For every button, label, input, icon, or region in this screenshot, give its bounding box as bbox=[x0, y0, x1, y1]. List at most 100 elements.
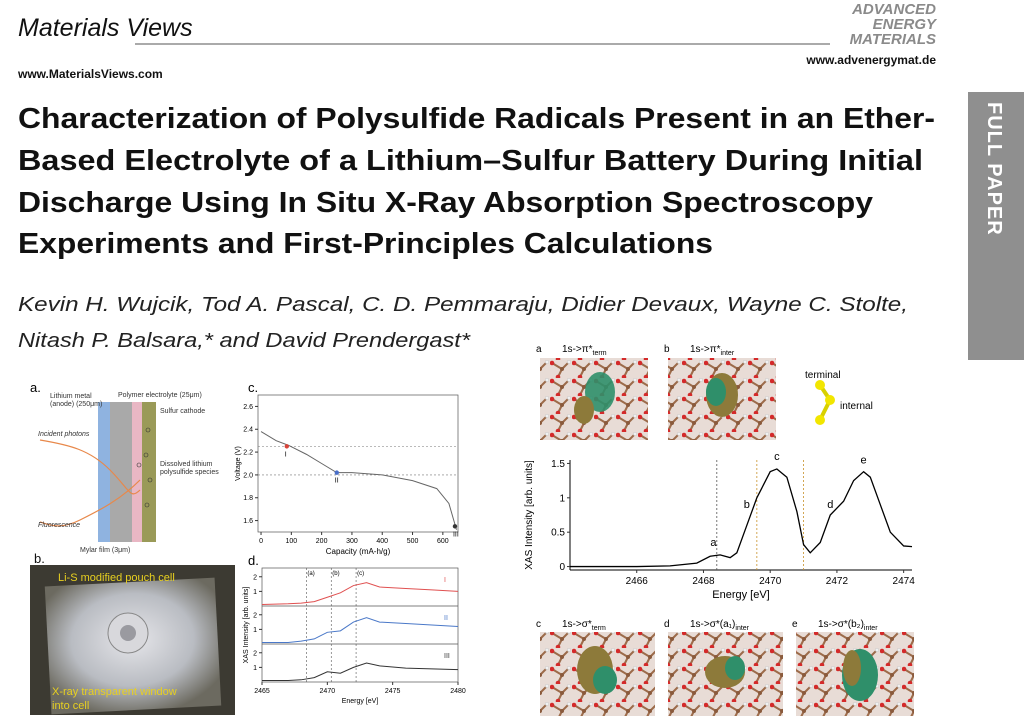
side-tab-label: FULL PAPER bbox=[983, 102, 1005, 236]
y-axis-label: Voltage (V) bbox=[235, 446, 242, 481]
plot-frame bbox=[257, 394, 459, 533]
data-point bbox=[452, 524, 458, 529]
reference-label: (c) bbox=[357, 571, 364, 577]
panel-label: a bbox=[536, 344, 542, 355]
panel-title-sub: term bbox=[592, 625, 606, 632]
reference-label: (b) bbox=[332, 571, 339, 577]
title-line: Based Electrolyte of a Lithium–Sulfur Ba… bbox=[18, 145, 923, 177]
x-tick-label: 2470 bbox=[759, 576, 782, 587]
diagram-label: Dissolved lithium bbox=[160, 461, 213, 468]
y-tick-label: 1.8 bbox=[243, 495, 253, 502]
panel-label: d bbox=[664, 619, 670, 630]
side-tab bbox=[968, 92, 1024, 360]
x-tick-label: 2466 bbox=[626, 576, 649, 587]
diagram-label: Mylar film (3μm) bbox=[80, 547, 130, 554]
x-tick-label: 2470 bbox=[320, 688, 336, 695]
data-point bbox=[284, 444, 289, 449]
site-left: www.MaterialsViews.com bbox=[17, 67, 163, 81]
panel-title: 1s->σ*(b₂)inter bbox=[818, 619, 878, 632]
y-tick-label: 1.6 bbox=[243, 518, 253, 525]
title-line: Characterization of Polysulfide Radicals… bbox=[18, 103, 935, 135]
panel-title-sub: inter bbox=[721, 350, 735, 357]
y-tick-label: 1 bbox=[253, 627, 257, 634]
panel-a-diagram: a. Lithium metal (anode) (250μm) Polymer… bbox=[30, 380, 219, 554]
data-line bbox=[261, 582, 459, 606]
photo-label: Li-S modified pouch cell bbox=[58, 572, 175, 584]
photo-label: X-ray transparent window bbox=[52, 686, 177, 698]
legend-entry: terminal bbox=[805, 370, 841, 381]
series-label: III bbox=[444, 653, 450, 660]
point-label: III bbox=[453, 531, 459, 538]
diagram-label: Sulfur cathode bbox=[160, 408, 205, 415]
panel-title-main: 1s->σ*(b₂) bbox=[818, 619, 864, 630]
diagram-label: Fluorescence bbox=[38, 522, 80, 529]
y-tick-label: 0 bbox=[559, 562, 565, 573]
photo-label: into cell bbox=[52, 700, 89, 712]
x-tick-label: 2465 bbox=[254, 688, 270, 695]
panel-title-sub: inter bbox=[864, 625, 878, 632]
logo: Materials Views bbox=[18, 14, 193, 42]
site-right: www.advenergymat.de bbox=[805, 53, 936, 67]
series-label: I bbox=[444, 577, 446, 584]
y-axis-label: XAS Intensity [arb. units] bbox=[243, 587, 250, 664]
x-tick-label: 200 bbox=[316, 538, 328, 545]
panel-title-sub: inter bbox=[735, 625, 749, 632]
y-tick-label: 2.6 bbox=[243, 404, 253, 411]
data-line bbox=[570, 468, 913, 568]
data-line bbox=[262, 617, 459, 644]
reference-label: (a) bbox=[307, 571, 314, 577]
panel-label: a. bbox=[30, 380, 41, 395]
x-tick-label: 0 bbox=[259, 538, 263, 545]
series-label: II bbox=[444, 615, 448, 622]
panel-label: b bbox=[664, 344, 670, 355]
x-tick-label: 400 bbox=[376, 538, 388, 545]
diagram-label: (anode) (250μm) bbox=[50, 401, 102, 408]
panel-label: e bbox=[792, 619, 798, 630]
panel-label: b. bbox=[34, 551, 45, 566]
journal-logo: ADVANCED ENERGY MATERIALS bbox=[850, 1, 938, 48]
authors: Kevin H. Wujcik, Tod A. Pascal, C. D. Pe… bbox=[18, 294, 908, 352]
panel-title: 1s->σ*term bbox=[562, 619, 606, 632]
diagram-label: Incident photons bbox=[38, 431, 90, 438]
y-tick-label: 1.5 bbox=[551, 459, 565, 470]
x-tick-label: 600 bbox=[437, 538, 449, 545]
panel-label: c. bbox=[248, 380, 258, 395]
x-axis-label: Energy [eV] bbox=[342, 698, 379, 705]
y-tick-label: 2.4 bbox=[243, 427, 253, 434]
y-tick-label: 2 bbox=[253, 650, 257, 657]
title: Characterization of Polysulfide Radicals… bbox=[18, 103, 935, 260]
x-tick-label: 2480 bbox=[450, 688, 466, 695]
peak-label: b bbox=[744, 499, 750, 511]
y-tick-label: 1 bbox=[253, 665, 257, 672]
y-tick-label: 2.2 bbox=[243, 450, 253, 457]
data-line bbox=[262, 662, 459, 682]
x-tick-label: 2472 bbox=[826, 576, 849, 587]
diagram-label: Lithium metal bbox=[50, 393, 92, 400]
panel-b-photo: b. Li-S modified pouch cell X-ray transp… bbox=[30, 551, 235, 715]
journal-line: ENERGY bbox=[873, 16, 938, 33]
journal-line: ADVANCED bbox=[851, 1, 936, 18]
x-tick-label: 2474 bbox=[893, 576, 916, 587]
diagram-label: Polymer electrolyte (25μm) bbox=[118, 392, 202, 399]
panel-title-main: 1s->σ* bbox=[562, 619, 592, 630]
x-tick-label: 300 bbox=[346, 538, 358, 545]
peak-label: e bbox=[861, 454, 867, 466]
x-axis-label: Energy [eV] bbox=[712, 589, 769, 601]
panel-title: 1s->σ*(a₁)inter bbox=[690, 619, 750, 632]
peak-label: d bbox=[827, 499, 833, 511]
peak-label: a bbox=[710, 537, 717, 549]
molecule-panels bbox=[540, 358, 914, 716]
data-point bbox=[334, 470, 339, 475]
y-axis-label: XAS Intensity [arb. units] bbox=[524, 460, 535, 570]
y-tick-label: 1 bbox=[253, 589, 257, 596]
panel-title: 1s->π*inter bbox=[690, 344, 735, 357]
point-label: I bbox=[285, 451, 287, 458]
panel-title-main: 1s->σ*(a₁) bbox=[690, 619, 735, 630]
y-tick-label: 2 bbox=[253, 574, 257, 581]
panel-title-main: 1s->π* bbox=[690, 344, 721, 355]
y-tick-label: 2.0 bbox=[243, 472, 253, 479]
title-line: Discharge Using In Situ X-Ray Absorption… bbox=[18, 187, 873, 219]
journal-line: MATERIALS bbox=[850, 31, 936, 48]
plot-frame bbox=[261, 567, 459, 683]
